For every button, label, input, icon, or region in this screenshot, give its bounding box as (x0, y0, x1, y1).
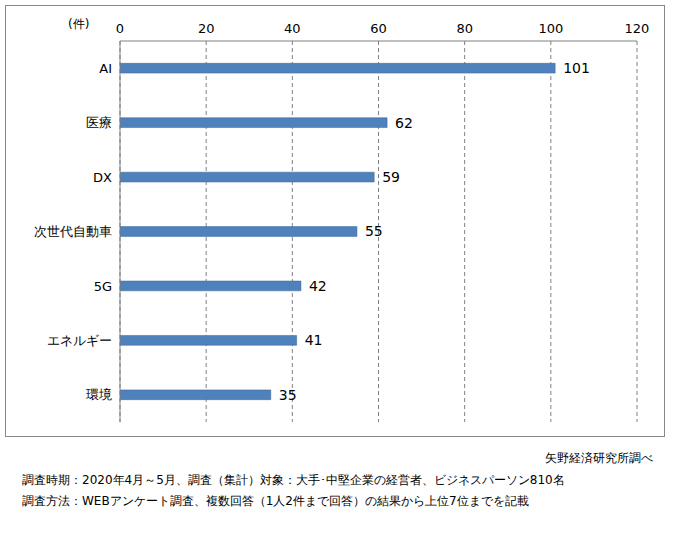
html-text:調査方法：WEBアンケート調査、複数回答（1人2件まで回答）: 調査方法：WEBアンケート調査、複数回答（1人2件まで回答）の結果から上位7位ま… (22, 494, 529, 508)
svg-text:120: 120 (625, 21, 650, 36)
svg-text:医療: 医療 (86, 115, 112, 130)
html-text:(件): (件) (68, 17, 90, 31)
svg-text:DX: DX (93, 170, 112, 185)
svg-text:40: 40 (284, 21, 301, 36)
svg-text:101: 101 (563, 60, 590, 76)
html-text:調査時期：2020年4月～5月、調査（集計）対象：大手･中堅: 調査時期：2020年4月～5月、調査（集計）対象：大手･中堅企業の経営者、ビジネ… (22, 473, 565, 487)
svg-text:次世代自動車: 次世代自動車 (34, 224, 112, 239)
svg-text:59: 59 (382, 169, 400, 185)
svg-text:0: 0 (116, 21, 124, 36)
html-text:矢野経済研究所調べ: 矢野経済研究所調べ (545, 451, 653, 465)
svg-text:エネルギー: エネルギー (47, 333, 112, 348)
svg-text:42: 42 (309, 278, 327, 294)
svg-text:AI: AI (99, 61, 112, 76)
svg-text:60: 60 (370, 21, 387, 36)
svg-text:20: 20 (198, 21, 215, 36)
svg-text:環境: 環境 (86, 387, 112, 402)
svg-text:100: 100 (538, 21, 563, 36)
svg-text:62: 62 (395, 115, 413, 131)
svg-text:5G: 5G (94, 279, 112, 294)
svg-text:35: 35 (279, 387, 297, 403)
svg-text:55: 55 (365, 223, 383, 239)
svg-text:41: 41 (305, 332, 323, 348)
svg-text:80: 80 (456, 21, 473, 36)
